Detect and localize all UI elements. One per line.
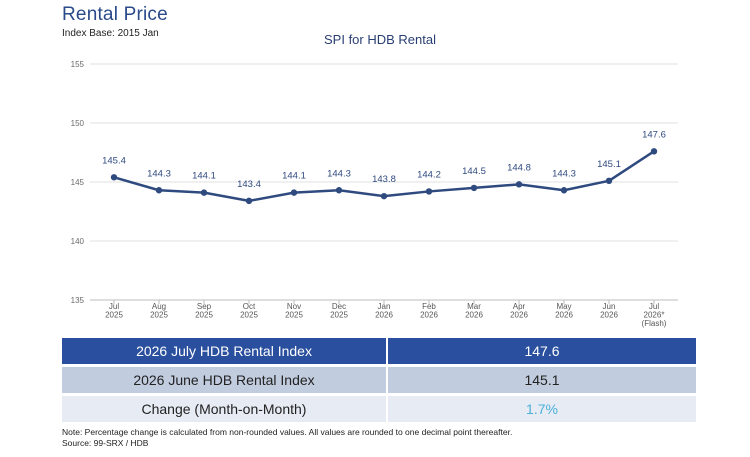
- data-labels: 145.4 144.3 144.1 143.4 144.1 144.3 143.8 144.2…: [102, 129, 666, 190]
- summary-label-july: 2026 July HDB Rental Index: [62, 338, 387, 367]
- footnote: Note: Percentage change is calculated fr…: [62, 427, 722, 449]
- x-tick-label: Sep 2025: [195, 302, 213, 320]
- data-point: [515, 181, 523, 188]
- summary-value-change: 1.7%: [386, 394, 696, 425]
- data-label: 144.2: [417, 169, 441, 180]
- x-tick-label: Mar 2026: [465, 302, 483, 320]
- data-label: 144.8: [507, 162, 531, 173]
- chart-title: SPI for HDB Rental: [324, 32, 436, 47]
- x-tick-label: Jul 2025: [105, 302, 123, 320]
- data-point: [605, 177, 613, 185]
- data-label: 144.5: [462, 166, 486, 177]
- footnote-note: Note: Percentage change is calculated fr…: [62, 427, 513, 437]
- data-label: 144.3: [552, 168, 576, 179]
- data-point: [650, 148, 658, 155]
- summary-table: 2026 July HDB Rental Index 147.6 2026 Ju…: [62, 338, 696, 425]
- y-tick-label: 155: [71, 60, 85, 69]
- data-label: 143.4: [237, 179, 261, 190]
- summary-value-june: 145.1: [386, 365, 696, 396]
- x-axis-ticks: Jul 2025 Aug 2025 Sep 2025 Oct 2025 Nov 2025 Dec 20…: [105, 300, 667, 328]
- data-point: [290, 189, 298, 196]
- data-label: 144.3: [147, 168, 171, 179]
- summary-row-june: 2026 June HDB Rental Index 145.1: [62, 365, 696, 396]
- x-tick-label: May 2026: [555, 302, 573, 320]
- y-tick-label: 135: [71, 296, 85, 305]
- x-tick-label: Oct 2025: [240, 302, 258, 320]
- data-label: 147.6: [642, 129, 666, 140]
- data-point: [380, 192, 388, 200]
- y-axis-ticks: 135 140 145 150 155: [71, 60, 85, 305]
- data-point: [470, 184, 478, 192]
- x-tick-label: Dec 2025: [330, 302, 348, 320]
- data-point: [245, 197, 253, 205]
- data-label: 145.1: [597, 159, 621, 170]
- summary-label-change: Change (Month-on-Month): [62, 394, 387, 425]
- data-label: 145.4: [102, 155, 126, 166]
- data-point: [560, 187, 568, 194]
- x-tick-label: Jun 2026: [600, 302, 618, 320]
- data-point: [425, 188, 433, 195]
- data-point: [110, 174, 118, 181]
- summary-row-july: 2026 July HDB Rental Index 147.6: [62, 338, 696, 367]
- summary-row-change: Change (Month-on-Month) 1.7%: [62, 394, 696, 425]
- data-points: [110, 148, 658, 205]
- y-tick-label: 150: [71, 119, 85, 128]
- index-base-subtitle: Index Base: 2015 Jan: [62, 28, 159, 39]
- x-tick-label: Nov 2025: [285, 302, 303, 320]
- data-label: 144.1: [192, 171, 216, 182]
- data-point: [200, 189, 208, 196]
- data-label: 144.3: [327, 168, 351, 179]
- x-tick-label: Aug 2025: [150, 302, 168, 320]
- data-label: 144.1: [282, 171, 306, 182]
- x-tick-label: Jul 2026* (Flash): [642, 302, 667, 328]
- footnote-source: Source: 99-SRX / HDB: [62, 438, 149, 448]
- summary-value-july: 147.6: [386, 338, 696, 367]
- y-tick-label: 145: [71, 178, 85, 187]
- x-tick-label: Jan 2026: [375, 302, 393, 320]
- line-chart: SPI for HDB Rental 135 140 145 150 155 Jul 20…: [71, 32, 678, 328]
- y-tick-label: 140: [71, 237, 85, 246]
- data-point: [155, 187, 163, 194]
- data-label: 143.8: [372, 174, 396, 185]
- page-title: Rental Price: [62, 4, 168, 25]
- data-point: [335, 187, 343, 194]
- summary-label-june: 2026 June HDB Rental Index: [62, 365, 387, 396]
- x-tick-label: Apr 2026: [510, 302, 528, 320]
- x-tick-label: Feb 2026: [420, 302, 438, 320]
